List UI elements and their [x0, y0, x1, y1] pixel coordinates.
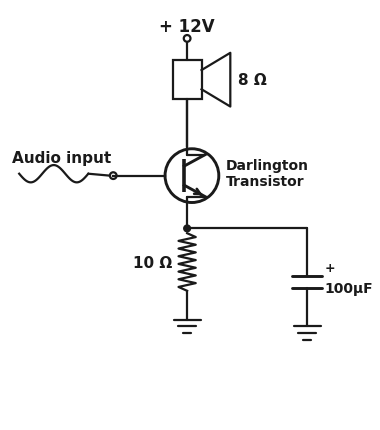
- Text: 8 Ω: 8 Ω: [238, 73, 267, 88]
- Text: 100μF: 100μF: [325, 282, 373, 295]
- Text: Audio input: Audio input: [11, 150, 111, 166]
- Text: + 12V: + 12V: [159, 18, 215, 36]
- Circle shape: [184, 225, 190, 232]
- Text: 10 Ω: 10 Ω: [133, 255, 173, 270]
- Bar: [173, 61, 201, 100]
- Text: +: +: [325, 261, 335, 274]
- Text: Darlington
Transistor: Darlington Transistor: [225, 158, 309, 188]
